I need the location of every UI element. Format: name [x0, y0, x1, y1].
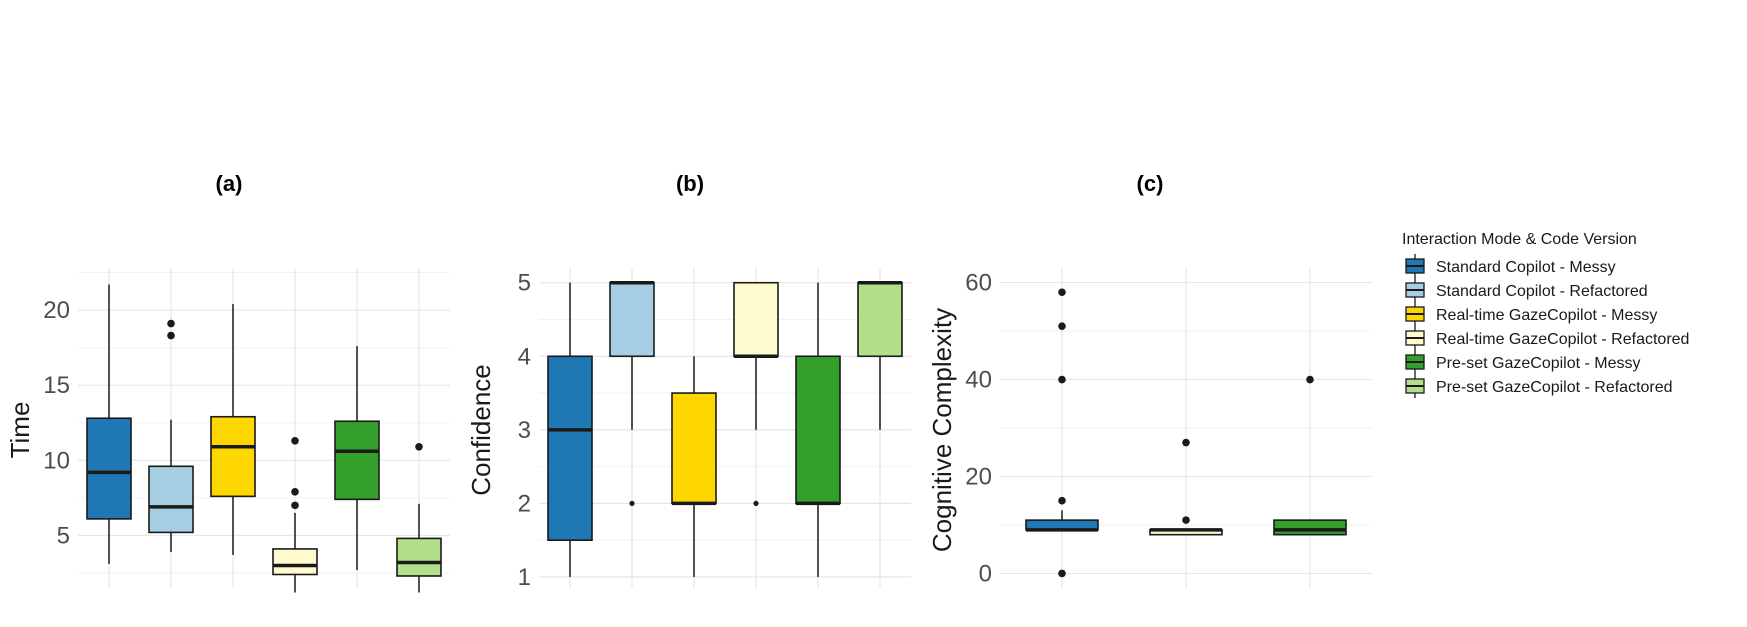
box-real-time-gazecopilot-refactored [1149, 438, 1223, 536]
box-iqr [857, 281, 903, 358]
y-tick-label: 2 [518, 490, 531, 517]
legend-label: Pre-set GazeCopilot - Messy [1436, 355, 1641, 372]
panel-c-y-ticks: 0 20 40 60 [965, 270, 992, 588]
legend-item-real-time-gazecopilot-messy: Real-time GazeCopilot - Messy [1405, 302, 1657, 326]
box-iqr [733, 281, 779, 358]
box-iqr [547, 355, 593, 541]
legend-item-pre-set-gazecopilot-refactored: Pre-set GazeCopilot - Refactored [1405, 374, 1673, 398]
panel-c-gridlines [1000, 268, 1372, 588]
outlier-point [753, 500, 759, 507]
box-iqr [272, 548, 318, 576]
outlier-point [1058, 322, 1066, 330]
legend-label: Real-time GazeCopilot - Messy [1436, 307, 1657, 324]
y-tick-label: 1 [518, 564, 531, 591]
legend-title: Interaction Mode & Code Version [1402, 231, 1637, 248]
panel-c-boxes [1025, 288, 1347, 578]
box-pre-set-gazecopilot-messy [334, 346, 380, 570]
y-tick-label: 20 [965, 463, 992, 490]
outlier-point [291, 488, 299, 496]
outlier-point [291, 501, 299, 510]
outlier-point [1182, 438, 1190, 447]
box-real-time-gazecopilot-messy [671, 356, 717, 577]
panel-a-y-ticks: 5 10 15 20 [43, 297, 70, 549]
outlier-point [167, 331, 175, 340]
y-tick-label: 20 [43, 297, 70, 324]
panel-b-title: (b) [676, 171, 704, 196]
y-tick-label: 0 [979, 560, 992, 587]
box-iqr [671, 392, 717, 505]
box-standard-copilot-messy [547, 282, 593, 577]
outlier-point [1182, 516, 1190, 524]
outlier-point [1058, 288, 1066, 297]
legend-item-standard-copilot-messy: Standard Copilot - Messy [1405, 254, 1616, 278]
legend-label: Real-time GazeCopilot - Refactored [1436, 331, 1689, 348]
legend-item-pre-set-gazecopilot-messy: Pre-set GazeCopilot - Messy [1405, 350, 1641, 374]
y-tick-label: 15 [43, 372, 70, 399]
outlier-point [1058, 375, 1066, 384]
panel-a: (a) Time 5 10 15 20 [5, 171, 450, 593]
y-tick-label: 10 [43, 447, 70, 474]
box-pre-set-gazecopilot-messy [795, 282, 841, 577]
panel-c-title: (c) [1137, 171, 1164, 196]
y-tick-label: 3 [518, 417, 531, 444]
outlier-point [291, 436, 299, 445]
y-tick-label: 40 [965, 367, 992, 394]
legend-item-real-time-gazecopilot-refactored: Real-time GazeCopilot - Refactored [1405, 326, 1689, 350]
panel-b: (b) Confidence 1 2 3 4 5 [466, 171, 911, 591]
box-standard-copilot-refactored [148, 319, 194, 552]
y-tick-label: 4 [518, 343, 531, 370]
box-standard-copilot-refactored [609, 280, 655, 507]
outlier-point [1306, 375, 1314, 384]
box-iqr [334, 420, 380, 501]
legend-label: Standard Copilot - Messy [1436, 259, 1616, 276]
box-standard-copilot-messy [86, 284, 132, 564]
box-real-time-gazecopilot-refactored [733, 281, 779, 507]
panel-c: (c) Cognitive Complexity 0 20 40 60 [927, 171, 1372, 588]
legend: Interaction Mode & Code Version Standard… [1402, 231, 1689, 398]
box-real-time-gazecopilot-messy [210, 304, 256, 555]
legend-label: Standard Copilot - Refactored [1436, 283, 1648, 300]
panel-a-boxes [86, 284, 442, 593]
box-iqr [148, 465, 194, 534]
outlier-point [1058, 496, 1066, 505]
panel-b-y-ticks: 1 2 3 4 5 [518, 270, 531, 591]
box-standard-copilot-messy [1025, 288, 1099, 578]
outlier-point [167, 319, 175, 328]
legend-items: Standard Copilot - Messy Standard Copilot… [1405, 254, 1689, 398]
outlier-point [629, 500, 635, 507]
y-tick-label: 5 [57, 522, 70, 549]
box-iqr [609, 281, 655, 358]
box-iqr [1273, 519, 1347, 536]
box-iqr [210, 415, 256, 498]
y-tick-label: 5 [518, 270, 531, 297]
box-iqr [396, 537, 442, 577]
panel-c-y-axis-label: Cognitive Complexity [927, 308, 957, 552]
panel-a-gridlines [78, 268, 450, 588]
panel-a-title: (a) [216, 171, 243, 196]
outlier-point [1058, 569, 1066, 578]
box-pre-set-gazecopilot-refactored [857, 280, 903, 430]
outlier-point [415, 442, 423, 451]
y-tick-label: 60 [965, 270, 992, 297]
panel-a-y-axis-label: Time [5, 402, 35, 459]
box-iqr [795, 355, 841, 505]
box-pre-set-gazecopilot-refactored [396, 442, 442, 593]
box-iqr [86, 417, 132, 520]
panel-b-gridlines [539, 268, 911, 588]
panel-b-y-axis-label: Confidence [466, 364, 496, 496]
panel-b-boxes [547, 280, 903, 577]
box-pre-set-gazecopilot-messy [1273, 375, 1347, 536]
legend-item-standard-copilot-refactored: Standard Copilot - Refactored [1405, 278, 1648, 302]
legend-label: Pre-set GazeCopilot - Refactored [1436, 379, 1673, 396]
box-real-time-gazecopilot-refactored [272, 436, 318, 593]
